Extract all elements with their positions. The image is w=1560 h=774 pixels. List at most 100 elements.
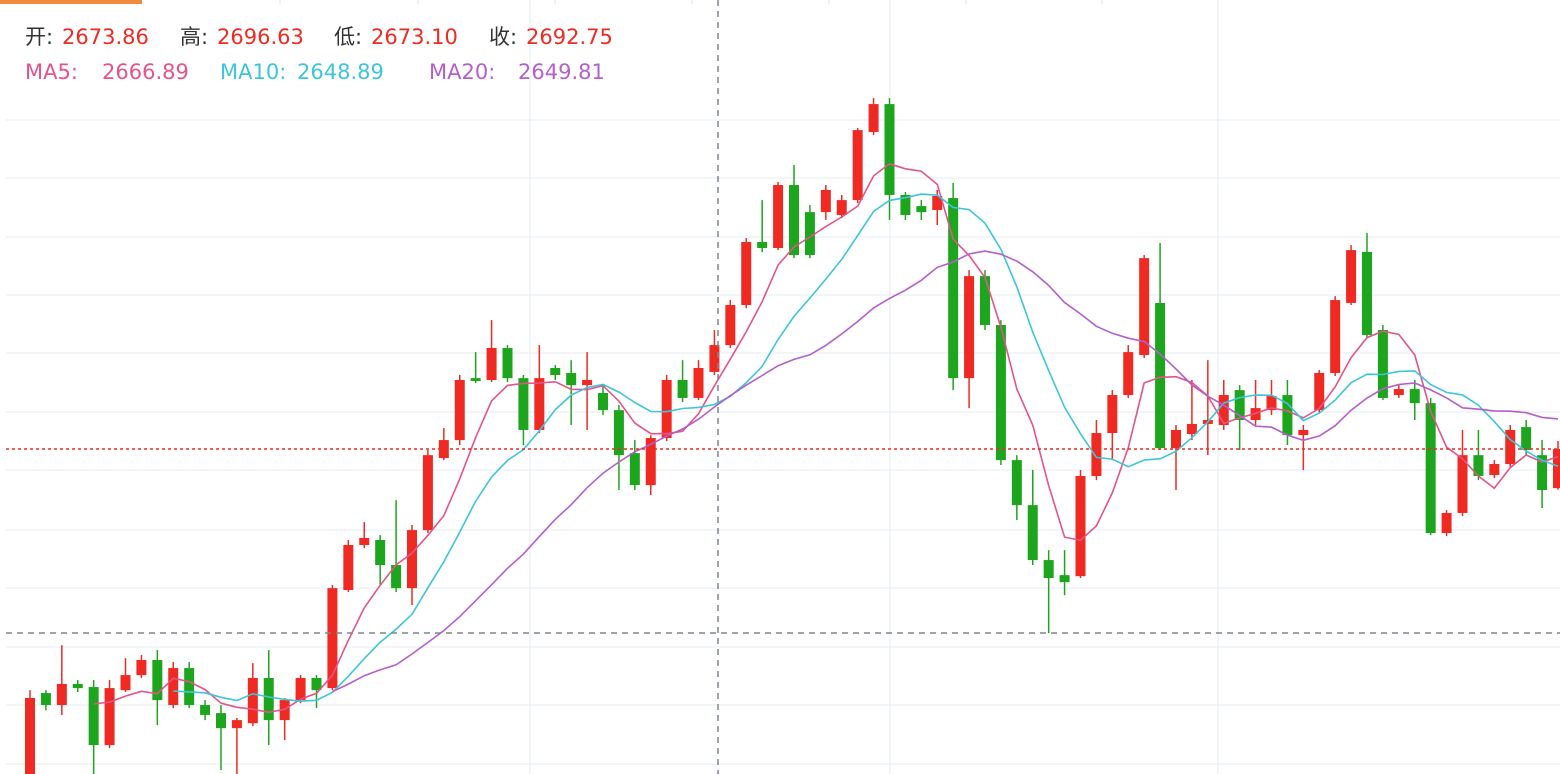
candle-body xyxy=(152,660,163,701)
candle-body xyxy=(120,675,131,691)
candle-body xyxy=(422,455,433,531)
candle-body xyxy=(25,698,35,774)
candle-body xyxy=(980,276,990,326)
candle-body xyxy=(757,242,768,249)
candle-body xyxy=(1234,390,1245,421)
candle-body xyxy=(343,544,354,590)
readout-label: 高: xyxy=(180,25,208,49)
candle-body xyxy=(1489,464,1500,475)
ma-line xyxy=(332,250,1559,693)
candle-body xyxy=(629,453,640,486)
crosshair xyxy=(6,0,1560,774)
candle-body xyxy=(407,530,417,589)
candle-body xyxy=(964,276,975,379)
candle-body xyxy=(1457,455,1468,513)
candle-body xyxy=(56,683,67,706)
candle-body xyxy=(1553,449,1560,489)
candle-body xyxy=(518,378,529,430)
readout-value: 2673.10 xyxy=(371,25,458,49)
candle-body xyxy=(104,688,115,746)
candle-body xyxy=(1011,460,1022,506)
candle-body xyxy=(327,588,338,689)
candle-body xyxy=(470,378,481,382)
candle-body xyxy=(789,185,799,256)
candle-body xyxy=(1537,455,1548,491)
candle-body xyxy=(709,345,720,372)
candle-body xyxy=(566,372,577,386)
candle-body xyxy=(311,677,322,691)
candle-body xyxy=(534,378,545,430)
candle-body xyxy=(1266,396,1277,411)
ma-label: MA10: xyxy=(220,60,286,84)
candle-body xyxy=(247,677,258,724)
candle-body xyxy=(1393,389,1404,396)
candle-body xyxy=(820,189,831,213)
candle-body xyxy=(1505,429,1516,465)
candle-body xyxy=(741,242,752,306)
candle-body xyxy=(1171,429,1181,449)
candle-body xyxy=(677,379,688,398)
candle-body xyxy=(804,212,815,256)
candle-body xyxy=(1123,352,1134,396)
candle-body xyxy=(136,660,147,676)
readout-label: 开: xyxy=(25,25,53,49)
candle-body xyxy=(486,347,497,380)
candle-body xyxy=(916,206,927,213)
grid xyxy=(6,0,1560,774)
candle-body xyxy=(184,668,195,706)
readout-label: 低: xyxy=(334,25,362,49)
ma-line xyxy=(93,162,1559,714)
candle-body xyxy=(263,677,274,721)
candle-body xyxy=(1155,302,1166,449)
candle-body xyxy=(1346,250,1357,303)
candle-body xyxy=(1027,505,1038,561)
candle-body xyxy=(1409,389,1420,404)
tab-separators xyxy=(279,0,1103,4)
candle-body xyxy=(40,693,51,706)
readout-value: 2673.86 xyxy=(62,25,149,49)
candle-body xyxy=(661,379,672,439)
candle-body xyxy=(1473,455,1484,477)
candle-body xyxy=(88,687,99,746)
candle-body xyxy=(502,347,513,379)
candle-body xyxy=(995,325,1006,461)
candle-body xyxy=(1075,476,1086,577)
candle-body xyxy=(1043,560,1054,579)
candle-body xyxy=(852,130,863,201)
readout-label: 收: xyxy=(489,25,517,49)
candle-body xyxy=(1314,372,1325,411)
candle-body xyxy=(1139,258,1150,355)
candle-body xyxy=(948,198,959,379)
candle-body xyxy=(1298,429,1309,436)
readout-value: 2696.63 xyxy=(217,25,304,49)
candle-body xyxy=(216,713,226,729)
active-tab xyxy=(0,0,142,4)
candle-body xyxy=(1186,423,1197,435)
candle-body xyxy=(1059,575,1070,583)
candle-body xyxy=(1107,395,1118,434)
candle-body xyxy=(200,705,211,715)
ma-value: 2649.81 xyxy=(518,60,605,84)
candle-body xyxy=(1362,251,1372,335)
candle-body xyxy=(582,379,593,386)
candle-body xyxy=(773,185,784,249)
candle-body xyxy=(72,683,83,689)
ma-label: MA20: xyxy=(429,60,495,84)
candle-body xyxy=(1441,512,1452,534)
candle-body xyxy=(725,305,736,346)
candle-body xyxy=(391,565,402,589)
candle-body xyxy=(1521,427,1532,450)
candle-body xyxy=(693,368,704,398)
candle-body xyxy=(1377,330,1388,398)
candle-body xyxy=(168,668,179,706)
candle-body xyxy=(1282,395,1293,436)
ma-label: MA5: xyxy=(25,60,78,84)
candle-body xyxy=(613,410,624,456)
candle-body xyxy=(1425,403,1436,534)
candle-body xyxy=(295,677,306,701)
candle-body xyxy=(550,368,561,376)
readout-value: 2692.75 xyxy=(526,25,613,49)
candle-body xyxy=(1218,395,1229,425)
candle-body xyxy=(359,537,370,545)
